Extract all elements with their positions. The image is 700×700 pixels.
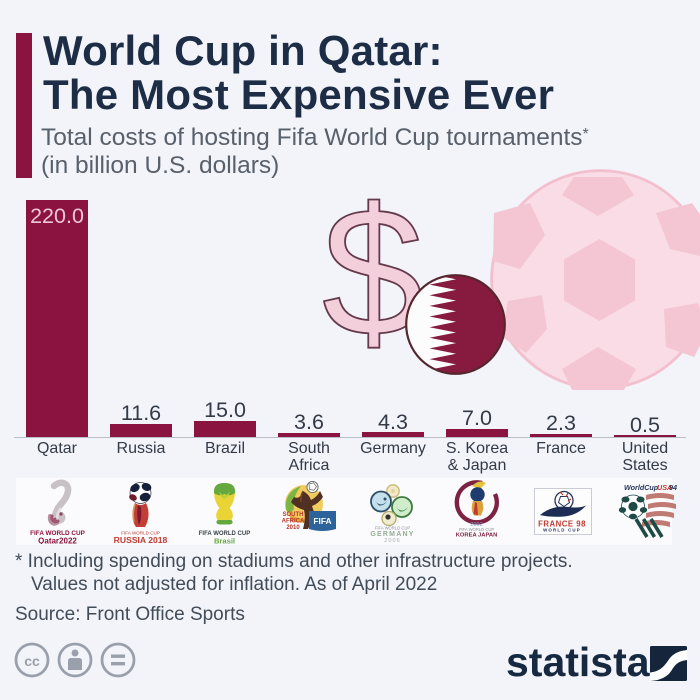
svg-text:KOREA JAPAN: KOREA JAPAN <box>456 533 498 539</box>
svg-text:FRANCE 98: FRANCE 98 <box>538 520 586 529</box>
svg-text:2010: 2010 <box>286 525 300 531</box>
svg-text:USA: USA <box>657 483 672 492</box>
svg-text:FIFA WORLD CUP: FIFA WORLD CUP <box>459 527 495 532</box>
svg-text:2002: 2002 <box>470 522 482 528</box>
svg-text:Qatar2022: Qatar2022 <box>38 537 77 545</box>
svg-text:cc: cc <box>24 653 40 669</box>
svg-text:94: 94 <box>669 483 677 492</box>
svg-text:Brasil: Brasil <box>214 537 235 545</box>
svg-text:FIFA WORLD CUP: FIFA WORLD CUP <box>30 530 86 537</box>
svg-text:RUSSIA 2018: RUSSIA 2018 <box>114 535 168 544</box>
svg-text:FIFA WORLD CUP: FIFA WORLD CUP <box>121 531 160 536</box>
svg-text:FIFA: FIFA <box>313 516 331 526</box>
svg-text:SOUTH: SOUTH <box>283 512 304 518</box>
svg-text:AFRICA: AFRICA <box>282 519 305 525</box>
svg-text:GERMANY: GERMANY <box>370 531 414 538</box>
svg-text:WorldCup: WorldCup <box>624 483 659 492</box>
svg-text:FIFA WORLD CUP: FIFA WORLD CUP <box>199 531 250 537</box>
svg-text:FIFA WORLD CUP: FIFA WORLD CUP <box>375 526 411 531</box>
svg-text:WORLD CUP: WORLD CUP <box>543 528 581 533</box>
svg-text:2006: 2006 <box>384 538 400 544</box>
